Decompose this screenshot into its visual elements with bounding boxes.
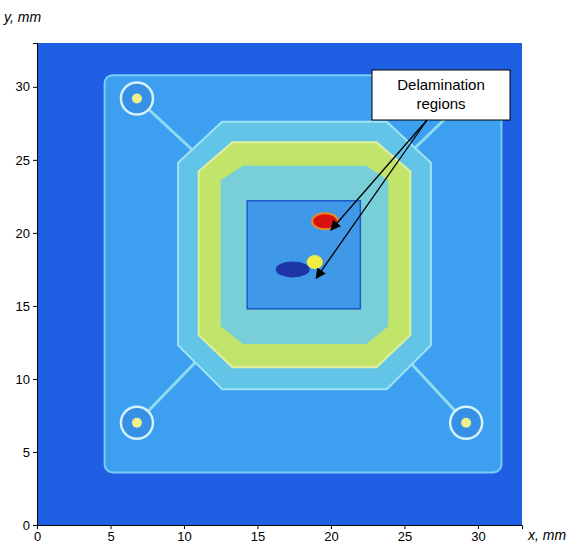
tick: 0 (23, 518, 37, 533)
x-axis: 0 5 10 15 20 25 30 (34, 525, 523, 544)
tick-label: 10 (16, 372, 30, 387)
x-axis-title: x, mm (527, 527, 566, 543)
annotation: Delaminationregions (316, 70, 510, 278)
tick-label: 0 (34, 529, 41, 544)
outer-ring (178, 122, 431, 389)
corner-center (132, 418, 142, 428)
tick-label: 25 (16, 153, 30, 168)
tick-label: 5 (107, 529, 114, 544)
tick: 20 (324, 525, 338, 544)
annotation-text: Delaminationregions (397, 76, 485, 112)
tick-label: 15 (251, 529, 265, 544)
annotation-arrow (331, 120, 427, 230)
cavity (247, 201, 360, 309)
tick-label: 10 (177, 529, 191, 544)
axis-line (33, 44, 38, 526)
tick: 30 (471, 525, 485, 544)
tick: 30 (16, 79, 37, 94)
tick: 25 (16, 153, 37, 168)
tick: 15 (16, 299, 37, 314)
blob-yellow (307, 255, 323, 269)
annotation-arrow (316, 120, 427, 278)
scan-background (37, 43, 522, 525)
tick-label: 30 (471, 529, 485, 544)
tick: 5 (23, 445, 37, 460)
corner-ring (121, 407, 153, 439)
tick-label: 20 (324, 529, 338, 544)
tick: 15 (251, 525, 265, 544)
package (105, 75, 502, 472)
tick: 10 (177, 525, 191, 544)
y-axis-title: y, mm (3, 9, 41, 25)
tick-mark (33, 87, 37, 88)
tick-label: 0 (23, 518, 30, 533)
tick-label: 5 (23, 445, 30, 460)
tick: 5 (107, 525, 114, 544)
tick-mark (33, 306, 37, 307)
chart: 0 5 10 15 20 25 30 0 5 10 15 20 25 30 x, mm y, mm Delami… (0, 0, 582, 551)
tick: 20 (16, 226, 37, 241)
tick-label: 15 (16, 299, 30, 314)
tick-mark (33, 233, 37, 234)
y-axis: 0 5 10 15 20 25 30 (16, 44, 38, 533)
tick-label: 25 (398, 529, 412, 544)
tick: 0 (34, 525, 41, 544)
corner-ring (121, 83, 153, 115)
corner-center (132, 94, 142, 104)
corner-ring (450, 407, 482, 439)
tick-label: 20 (16, 226, 30, 241)
tick-mark (33, 379, 37, 380)
tick-mark (33, 160, 37, 161)
tick-mark (33, 525, 37, 526)
tick-label: 30 (16, 79, 30, 94)
corner-center (461, 418, 471, 428)
scan-image (37, 43, 522, 525)
annotation-box (372, 70, 510, 120)
blob-blue (276, 261, 310, 277)
tick-mark (33, 452, 37, 453)
tick: 25 (398, 525, 412, 544)
tick: 10 (16, 372, 37, 387)
